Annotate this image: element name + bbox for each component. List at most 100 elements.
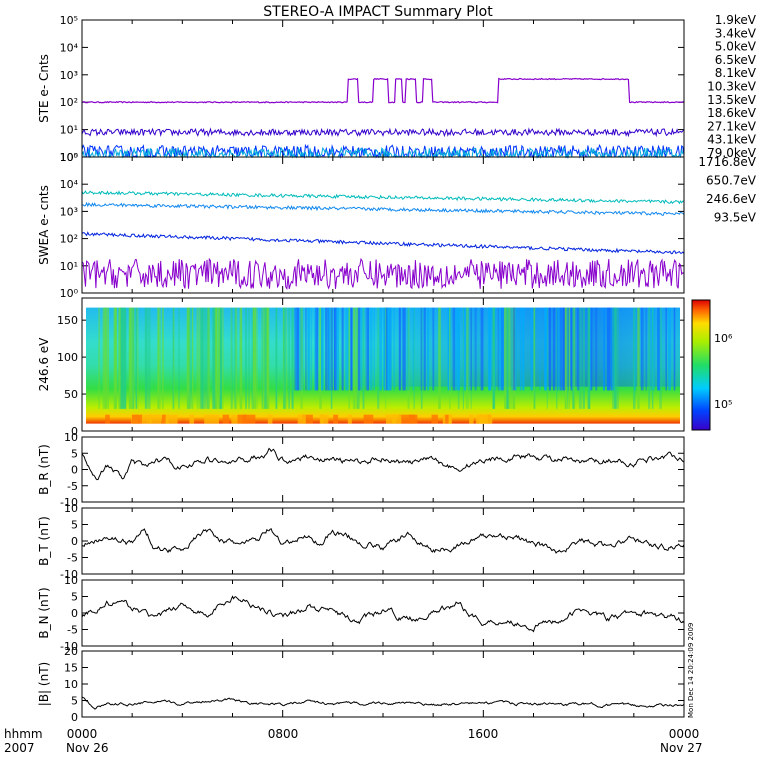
spectrogram-streak	[649, 307, 652, 391]
spectrogram-streak	[530, 307, 533, 391]
spectrogram-streak	[674, 307, 676, 391]
spectrogram-streak	[131, 307, 135, 409]
spectrogram-streak	[214, 307, 218, 409]
spectrogram-hot-patch	[162, 414, 166, 424]
spectrogram-streak	[157, 307, 159, 409]
y-tick-label: 20	[64, 645, 78, 658]
colorbar-gradient	[691, 299, 711, 431]
y-tick-label: 0	[71, 607, 78, 620]
spectrogram-streak	[513, 307, 516, 391]
spectrogram-hot-patch	[105, 414, 110, 424]
spectrogram-streak	[113, 307, 116, 409]
spectrogram-streak	[307, 307, 310, 391]
spectrogram-streak	[319, 307, 322, 409]
spectrogram-streak	[637, 307, 640, 409]
spectrogram-streak	[519, 307, 522, 391]
spectrogram-streak	[383, 307, 387, 391]
spectrogram-streak	[387, 307, 389, 391]
y-tick-label: 10⁴	[60, 178, 79, 191]
spectrogram-streak	[248, 307, 250, 409]
y-tick-label: 0	[71, 425, 78, 438]
x-tick-label-2: 1600	[468, 727, 499, 741]
spectrogram-streak	[544, 307, 547, 391]
y-tick-label: -10	[60, 496, 78, 509]
spectrogram-streak	[588, 307, 590, 409]
spectrogram-streak	[330, 307, 334, 391]
y-tick-label: -5	[67, 480, 78, 493]
x-tick-label-0: 0000	[67, 727, 98, 741]
spectrogram-streak	[122, 307, 126, 409]
spectrogram-hot-patch	[149, 414, 162, 424]
spectrogram-streak	[438, 307, 441, 409]
spectrogram-hot-patch	[386, 414, 397, 424]
spectrogram-hot-patch	[204, 414, 210, 424]
spectrogram-streak	[297, 307, 299, 391]
spectrogram-streak	[539, 307, 541, 391]
spectrogram-streak	[657, 307, 660, 391]
y-tick-label: -5	[67, 552, 78, 565]
panel-br: -10 -5 0 5 10 B_R (nT)	[37, 431, 685, 509]
legend-ste-item: 13.5keV	[707, 93, 757, 107]
spectrogram-streak	[362, 307, 365, 409]
spectrogram-streak	[295, 307, 299, 391]
spectrogram-streak	[508, 307, 510, 409]
spectrogram-streak	[568, 307, 570, 409]
spectrogram-overlay	[86, 307, 680, 387]
spectrogram-streak	[577, 307, 580, 391]
spectrogram-streak	[659, 307, 662, 409]
spectrogram-streak	[613, 307, 615, 391]
spectrogram-streak	[230, 307, 234, 409]
spectrogram-streak	[633, 307, 636, 409]
spectrogram-streak	[220, 307, 222, 409]
spectrogram-streak	[398, 307, 401, 391]
b-field-line	[81, 595, 685, 633]
spectrogram-streak	[264, 307, 266, 409]
spectrogram-streak	[504, 307, 507, 409]
spectrogram-hot-patch	[139, 414, 148, 424]
spectrogram-streak	[641, 307, 643, 391]
spectrogram-streak	[346, 307, 350, 391]
b-field-line	[81, 528, 685, 554]
y-tick-label: 10¹	[60, 124, 78, 137]
spectrogram-hot-patch	[302, 414, 313, 424]
spectrogram-hot-patch	[164, 414, 178, 424]
spectrogram-hot-patch	[398, 414, 412, 424]
spectrogram-streak	[648, 307, 651, 409]
spectrogram-streak	[489, 307, 491, 391]
spectrogram-streak	[454, 307, 457, 391]
spectrogram-streak	[365, 307, 368, 391]
spectrogram-streak	[407, 307, 410, 409]
spectrogram-streak	[412, 307, 415, 391]
colorbar: 10⁶ 10⁵	[691, 299, 733, 431]
spectrogram-streak	[202, 307, 205, 409]
spectrogram-streak	[255, 307, 258, 409]
spectrogram-streak	[350, 307, 353, 391]
y-tick-label: 10⁰	[60, 151, 79, 164]
y-tick-label: 10²	[60, 96, 78, 109]
x-row-label-year: 2007	[4, 741, 35, 755]
spectrogram-streak	[105, 307, 109, 409]
timestamp: Mon Dec 14 20:24:09 2009	[687, 623, 695, 718]
spectrogram-hot-patch	[445, 414, 449, 424]
spectrogram-streak	[230, 307, 232, 409]
spectrogram-streak	[245, 307, 247, 409]
y-tick-label: 10	[64, 502, 78, 515]
spectrogram-streak	[608, 307, 612, 391]
spectrogram-streak	[384, 307, 387, 409]
legend-swea-item: 246.6eV	[706, 192, 757, 206]
spectrogram-streak	[606, 307, 610, 391]
spectrogram-streak	[314, 307, 316, 391]
spectrogram-streak	[614, 307, 617, 409]
spectrogram-streak	[234, 307, 236, 409]
legend-ste-item: 8.1keV	[715, 66, 757, 80]
spectrogram-streak	[212, 307, 216, 409]
spectrogram-hot-patch	[392, 414, 402, 424]
spectrogram-streak	[265, 307, 267, 409]
colorbar-tick-low: 10⁵	[714, 398, 732, 411]
spectrogram-hot-patch	[363, 414, 374, 424]
spectrogram-streak	[285, 307, 288, 409]
spectrogram-streak	[315, 307, 319, 391]
spectrogram-streak	[310, 307, 313, 391]
spectrogram-streak	[497, 307, 499, 391]
spectrogram-hot-patch	[320, 414, 324, 424]
